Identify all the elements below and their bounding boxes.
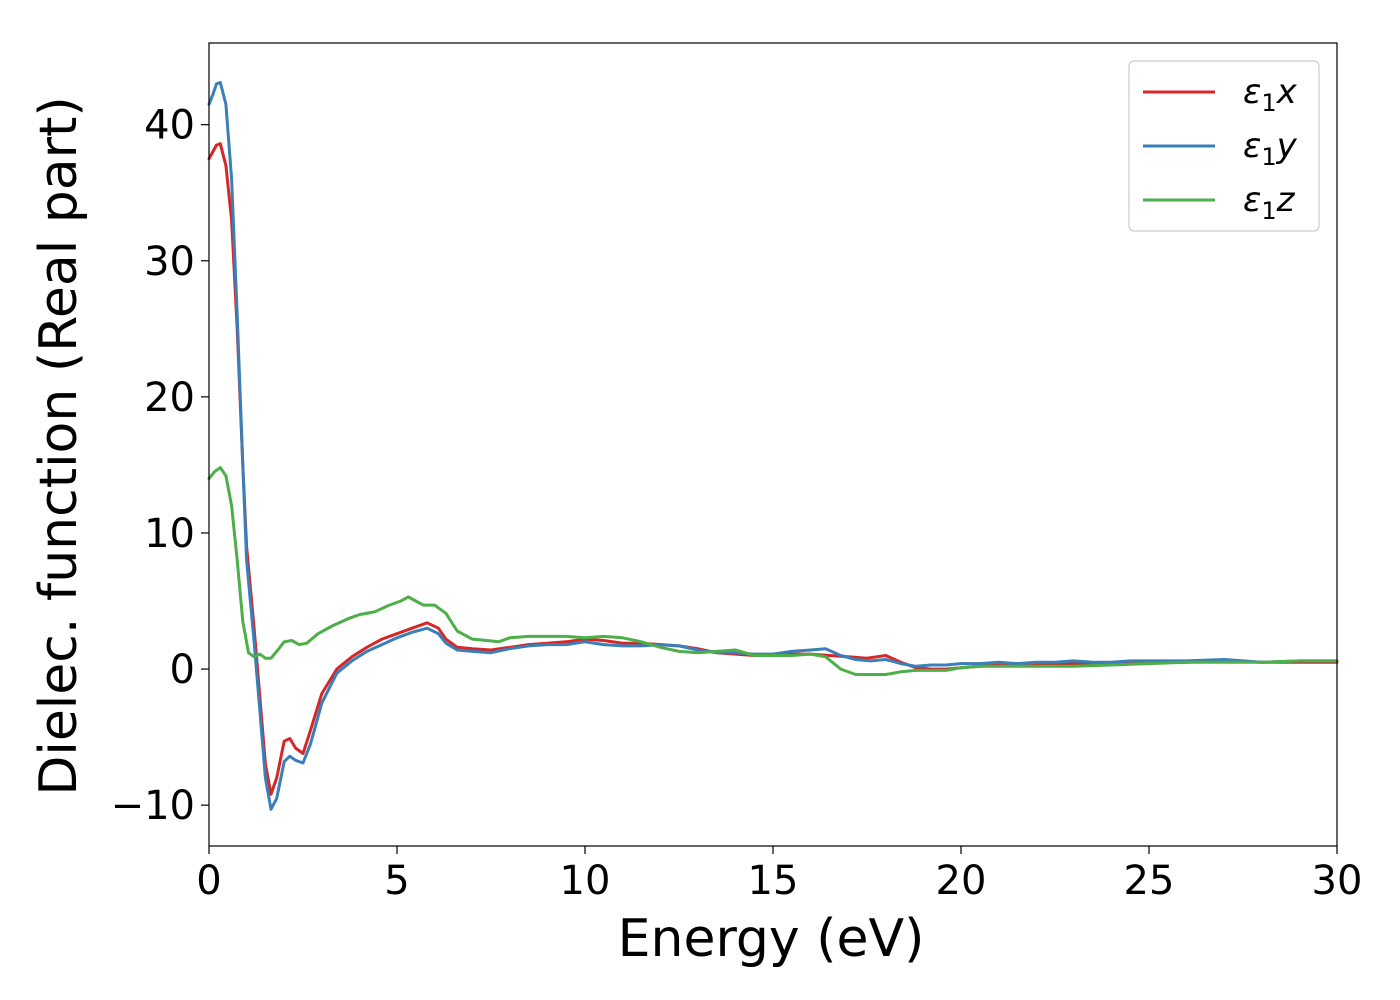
x-tick-label: 5	[384, 858, 409, 904]
legend-label-x: ε1x	[1243, 72, 1298, 117]
legend-subscript: 1	[1261, 197, 1276, 225]
legend-component: y	[1276, 126, 1298, 166]
series-layer	[207, 81, 1339, 811]
legend-symbol: ε	[1243, 180, 1261, 220]
legend-component: z	[1276, 180, 1296, 220]
x-axis-ticks: 0 5 10 15 20 25 30	[196, 846, 1362, 904]
legend-component: x	[1276, 72, 1298, 112]
x-tick-label: 0	[196, 858, 221, 904]
legend-subscript: 1	[1261, 89, 1276, 117]
y-tick-label: 30	[144, 239, 195, 285]
legend-symbol: ε	[1243, 72, 1261, 112]
x-axis-label: Energy (eV)	[618, 909, 925, 969]
x-tick-label: 20	[936, 858, 987, 904]
x-tick-label: 15	[748, 858, 799, 904]
series-line-z	[207, 466, 1339, 676]
legend-label-y: ε1y	[1243, 126, 1298, 171]
y-tick-label: 0	[170, 647, 195, 693]
legend-label-z: ε1z	[1243, 180, 1296, 225]
x-tick-label: 10	[560, 858, 611, 904]
series-line-x	[207, 142, 1339, 796]
legend-box	[1128, 60, 1320, 232]
x-tick-label: 25	[1124, 858, 1175, 904]
y-tick-label: 10	[144, 511, 195, 557]
y-axis-ticks: −10 0 10 20 30 40	[111, 103, 209, 829]
y-axis-label: Dielec. function (Real part)	[29, 96, 89, 795]
legend-subscript: 1	[1261, 143, 1276, 171]
series-line-y	[207, 81, 1339, 811]
x-tick-label: 30	[1312, 858, 1363, 904]
y-tick-label: 20	[144, 375, 195, 421]
y-tick-label: 40	[144, 103, 195, 149]
legend-symbol: ε	[1243, 126, 1261, 166]
y-tick-label: −10	[111, 783, 195, 829]
